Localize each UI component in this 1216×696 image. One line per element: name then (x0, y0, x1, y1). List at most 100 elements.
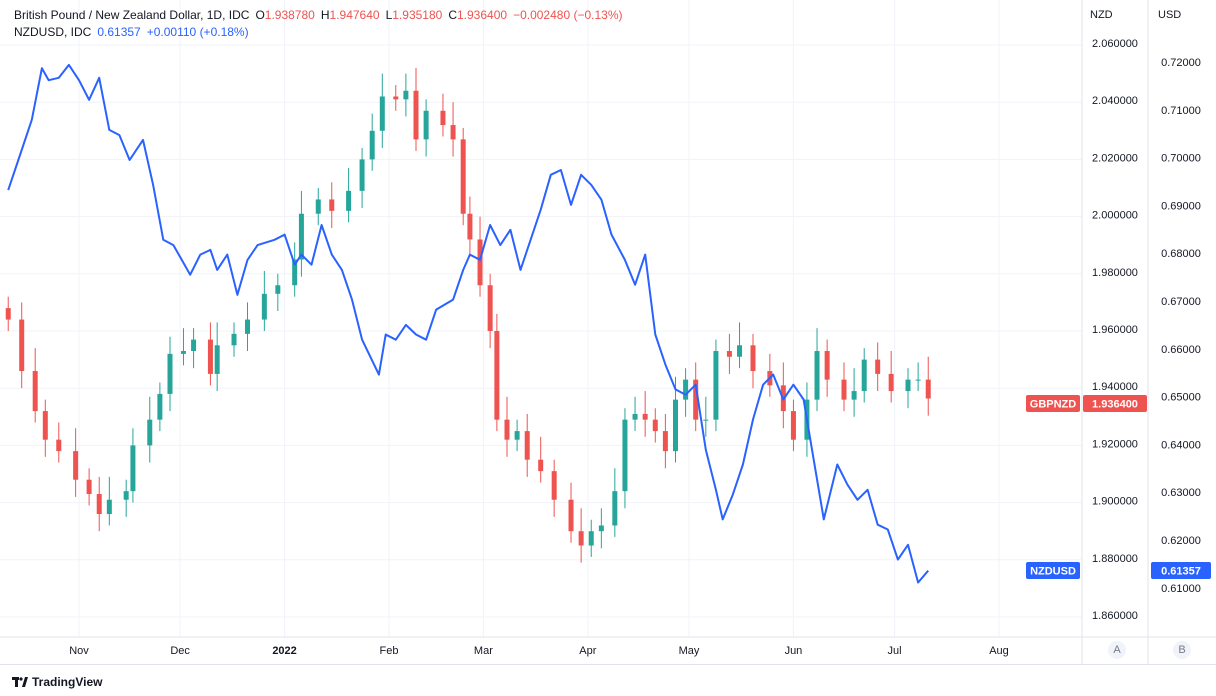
candle-body (292, 259, 298, 286)
candle-body (329, 199, 335, 211)
candle-body (123, 491, 129, 500)
candle (713, 339, 719, 432)
candle-body (642, 413, 648, 420)
candle-body (32, 371, 38, 412)
candle-body (369, 130, 375, 160)
time-tick-label: Jun (785, 645, 803, 657)
candle (191, 328, 197, 369)
candle-body (790, 411, 796, 440)
usd-price-axis[interactable]: 0.72000 0.71000 0.70000 0.69000 0.68000 0.670… (1161, 57, 1201, 595)
candle-body (379, 96, 385, 131)
candle (329, 182, 335, 229)
open-value: 1.938780 (264, 8, 315, 22)
tradingview-logo-icon (12, 677, 28, 687)
time-axis[interactable]: Nov Dec 2022 Feb Mar Apr May Jun Jul Aug (69, 645, 1009, 657)
candle-body (359, 159, 365, 191)
candle (662, 413, 668, 469)
candle (73, 428, 79, 497)
candle (588, 519, 594, 557)
tradingview-brand: TradingView (32, 675, 103, 689)
candle-body (662, 431, 668, 452)
candle (86, 468, 92, 506)
candle (925, 356, 931, 416)
time-tick-label: Mar (474, 645, 493, 657)
candle (514, 419, 520, 452)
usd-tick-label: 0.68000 (1161, 248, 1201, 260)
candle-body (588, 531, 594, 546)
candle (106, 476, 112, 526)
gbpnzd-legend-row[interactable]: British Pound / New Zealand Dollar, 1D, … (14, 7, 628, 24)
candle-body (147, 419, 153, 446)
grid (0, 0, 1082, 637)
candle (726, 333, 732, 374)
candle-body (824, 351, 830, 380)
candle (261, 270, 267, 331)
tradingview-logo[interactable]: TradingView (12, 675, 102, 689)
candle-body (261, 293, 267, 320)
candle-body (460, 139, 466, 214)
open-label: O (255, 8, 265, 22)
candle (32, 348, 38, 423)
candle (393, 85, 399, 111)
candle-body (42, 411, 48, 440)
candle-body (875, 359, 881, 374)
candle (56, 422, 62, 463)
nzdusd-legend-row[interactable]: NZDUSD, IDC 0.61357 +0.00110 (+0.18%) (14, 24, 628, 41)
candle-body (245, 319, 250, 334)
usd-tick-label: 0.71000 (1161, 105, 1201, 117)
candle-body (551, 471, 557, 500)
candle-body (915, 379, 921, 381)
nzd-tick-label: 1.900000 (1092, 496, 1138, 508)
candle-body (73, 451, 79, 480)
candle (524, 413, 530, 477)
usd-tick-label: 0.69000 (1161, 200, 1201, 212)
right-scale-auto-button[interactable]: B (1173, 641, 1191, 659)
candle (841, 362, 847, 412)
candle-body (683, 379, 689, 400)
nzd-price-axis[interactable]: 2.060000 2.040000 2.020000 2.000000 1.980000… (1092, 38, 1138, 622)
compare-symbol-title: NZDUSD, IDC (14, 25, 92, 39)
candle (814, 328, 820, 412)
gbpnzd-badge-label: GBPNZD (1030, 399, 1077, 411)
candle (494, 313, 500, 432)
candle-body (467, 213, 473, 240)
candle (915, 362, 921, 392)
nzd-scale-title: NZD (1090, 9, 1113, 21)
candle (551, 459, 557, 517)
candle-body (612, 491, 618, 526)
high-label: H (320, 8, 330, 22)
nzdusd-line (7, 63, 929, 584)
usd-scale-title: USD (1158, 9, 1181, 21)
candle (298, 190, 304, 277)
candle-body (298, 213, 304, 260)
candle (538, 436, 544, 483)
candle (292, 242, 298, 297)
candle (875, 342, 881, 392)
candle (861, 348, 867, 403)
candle (612, 468, 618, 537)
low-value: 1.935180 (392, 8, 443, 22)
footer: TradingView (0, 664, 1216, 696)
candle-body (231, 333, 237, 346)
time-tick-label: Apr (579, 645, 596, 657)
candle (737, 322, 743, 369)
candle (275, 273, 281, 311)
nzd-tick-label: 2.040000 (1092, 95, 1138, 107)
candle-body (652, 419, 658, 432)
candle-body (157, 393, 163, 420)
close-value: 1.936400 (457, 8, 508, 22)
left-scale-auto-button[interactable]: A (1108, 641, 1126, 659)
candle-body (568, 499, 574, 532)
chart-canvas[interactable]: 2.060000 2.040000 2.020000 2.000000 1.980000… (0, 0, 1216, 664)
candle-body (538, 459, 544, 472)
gbpnzd-badge: GBPNZD 1.936400 (1026, 395, 1147, 412)
candle-body (191, 339, 197, 352)
usd-tick-label: 0.70000 (1161, 153, 1201, 165)
candle (487, 273, 493, 349)
candle (578, 508, 584, 563)
candle-body (346, 190, 352, 211)
candle (450, 102, 456, 157)
nzd-tick-label: 1.880000 (1092, 553, 1138, 565)
candle-body (96, 494, 102, 515)
candle (824, 339, 830, 397)
